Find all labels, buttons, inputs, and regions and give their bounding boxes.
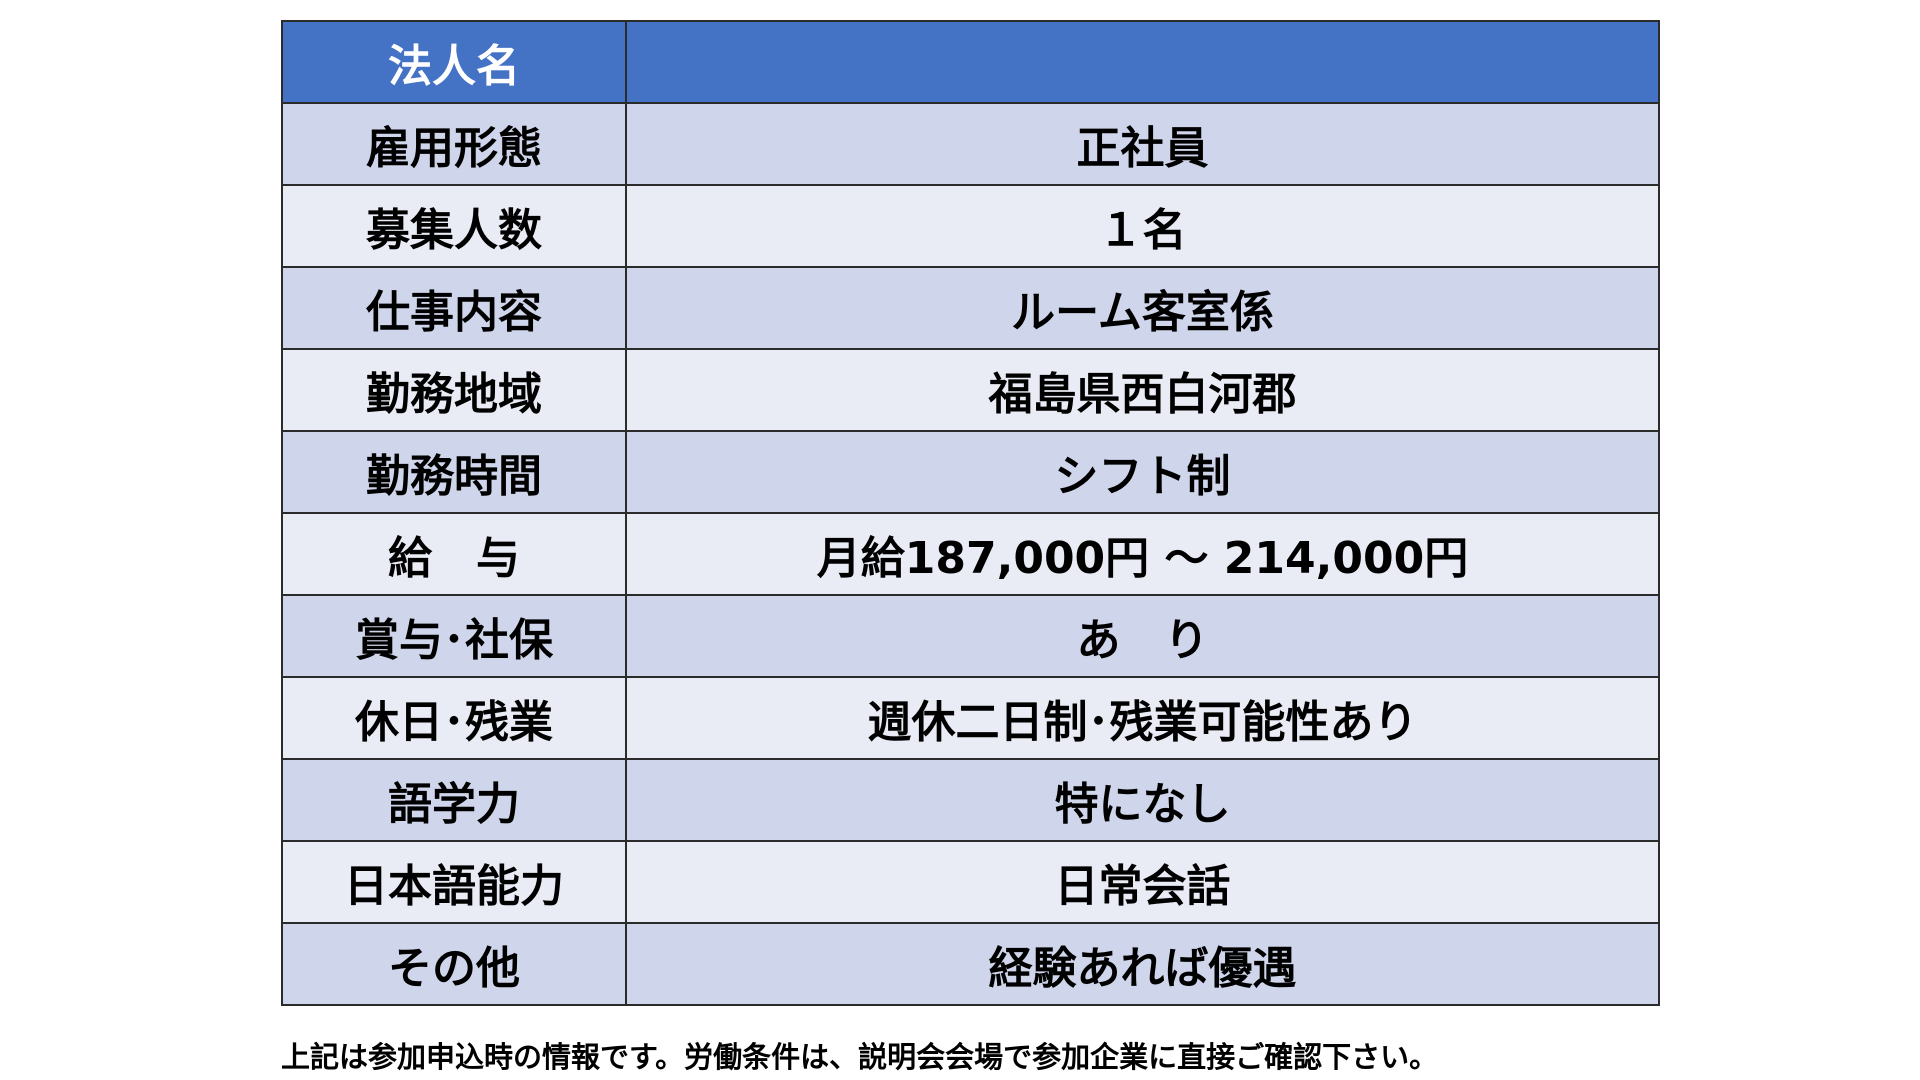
- row-value: あ り: [625, 594, 1660, 678]
- row-value: ルーム客室係: [625, 266, 1660, 350]
- table-row: 賞与･社保あ り: [281, 594, 1660, 678]
- row-label: 勤務地域: [281, 348, 627, 432]
- table-row: 勤務時間 シフト制: [281, 430, 1660, 514]
- table-row: 語学力 特になし: [281, 758, 1660, 842]
- row-label: 募集人数: [281, 184, 627, 268]
- job-info-table: 法人名 雇用形態 正社員 募集人数 １名 仕事内容 ルーム客室係 勤務地域 福島県西白河…: [281, 20, 1660, 1006]
- table-row: 給 与月給187,000円 ～ 214,000円: [281, 512, 1660, 596]
- row-value: 日常会話: [625, 840, 1660, 924]
- table-row: 仕事内容 ルーム客室係: [281, 266, 1660, 350]
- table-header-row: 法人名: [281, 20, 1660, 104]
- row-value: １名: [625, 184, 1660, 268]
- row-label: その他: [281, 922, 627, 1006]
- row-label: 賞与･社保: [281, 594, 627, 678]
- row-value: 週休二日制･残業可能性あり: [625, 676, 1660, 760]
- row-value: シフト制: [625, 430, 1660, 514]
- table-row: 募集人数 １名: [281, 184, 1660, 268]
- table-row: 日本語能力 日常会話: [281, 840, 1660, 924]
- row-value: 正社員: [625, 102, 1660, 186]
- row-label: 仕事内容: [281, 266, 627, 350]
- row-value: 福島県西白河郡: [625, 348, 1660, 432]
- row-label: 雇用形態: [281, 102, 627, 186]
- row-label: 日本語能力: [281, 840, 627, 924]
- table-row: 雇用形態 正社員: [281, 102, 1660, 186]
- row-value: 特になし: [625, 758, 1660, 842]
- table-row: 休日･残業 週休二日制･残業可能性あり: [281, 676, 1660, 760]
- footnote: 上記は参加申込時の情報です。労働条件は、説明会会場で参加企業に直接ご確認下さい。: [281, 1040, 1439, 1074]
- row-value: 月給187,000円 ～ 214,000円: [625, 512, 1660, 596]
- table-row: その他 経験あれば優遇: [281, 922, 1660, 1006]
- row-label: 語学力: [281, 758, 627, 842]
- row-label: 休日･残業: [281, 676, 627, 760]
- row-label: 勤務時間: [281, 430, 627, 514]
- company-name-label: 法人名: [281, 20, 627, 104]
- row-label: 給 与: [281, 512, 627, 596]
- company-name-value: [625, 20, 1660, 104]
- table-row: 勤務地域 福島県西白河郡: [281, 348, 1660, 432]
- row-value: 経験あれば優遇: [625, 922, 1660, 1006]
